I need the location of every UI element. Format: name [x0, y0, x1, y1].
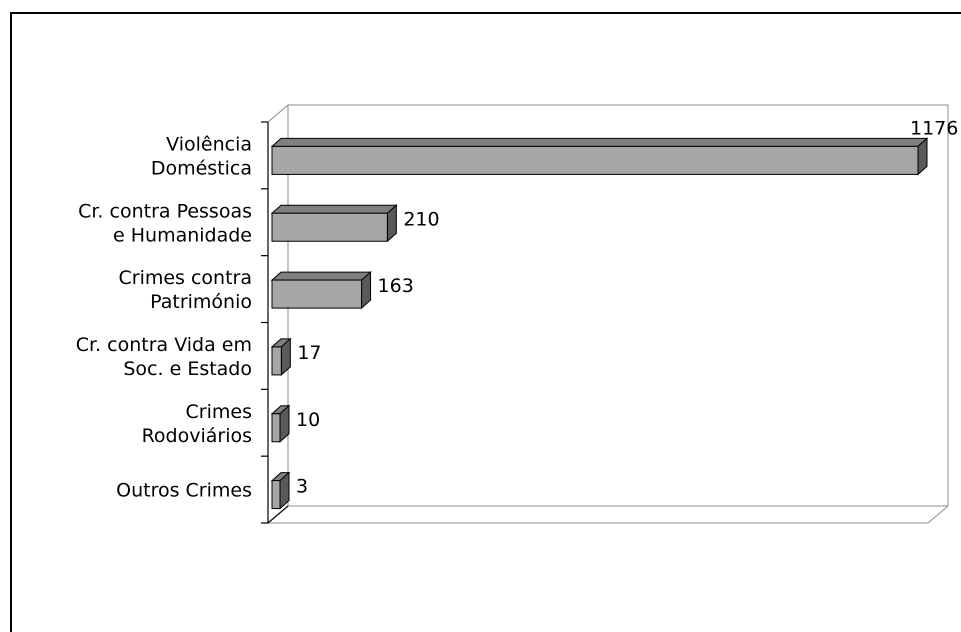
category-label: Rodoviários	[142, 425, 252, 447]
back-wall	[267, 104, 949, 524]
bars	[270, 137, 929, 510]
bar	[271, 145, 919, 175]
bar	[271, 413, 281, 443]
data-labels: 1176 210 163 17 10 3	[296, 117, 958, 497]
category-label: Cr. contra Pessoas	[78, 200, 252, 222]
data-label: 17	[297, 342, 321, 364]
category-axis	[261, 121, 289, 524]
data-label: 210	[403, 208, 439, 230]
bar	[271, 480, 281, 510]
bar-top-face	[270, 137, 929, 147]
category-label: Violência	[166, 133, 252, 155]
bar	[271, 212, 388, 242]
bar-top-face	[270, 271, 372, 281]
bar	[271, 346, 282, 376]
data-label: 10	[296, 409, 320, 431]
category-axis-depth	[267, 505, 289, 524]
category-label: Soc. e Estado	[123, 358, 252, 380]
chart-frame	[10, 12, 961, 632]
category-label: Cr. contra Vida em	[76, 334, 252, 356]
data-label: 163	[378, 275, 414, 297]
data-label: 3	[296, 476, 308, 498]
bar	[271, 279, 363, 309]
data-label: 1176	[910, 117, 958, 139]
bar-top-face	[270, 204, 398, 214]
category-label: Outros Crimes	[116, 480, 252, 502]
category-label: Património	[150, 291, 252, 313]
category-label: Doméstica	[151, 157, 252, 179]
category-label: e Humanidade	[113, 224, 252, 246]
category-label: Crimes contra	[118, 267, 252, 289]
category-label: Crimes	[186, 401, 252, 423]
